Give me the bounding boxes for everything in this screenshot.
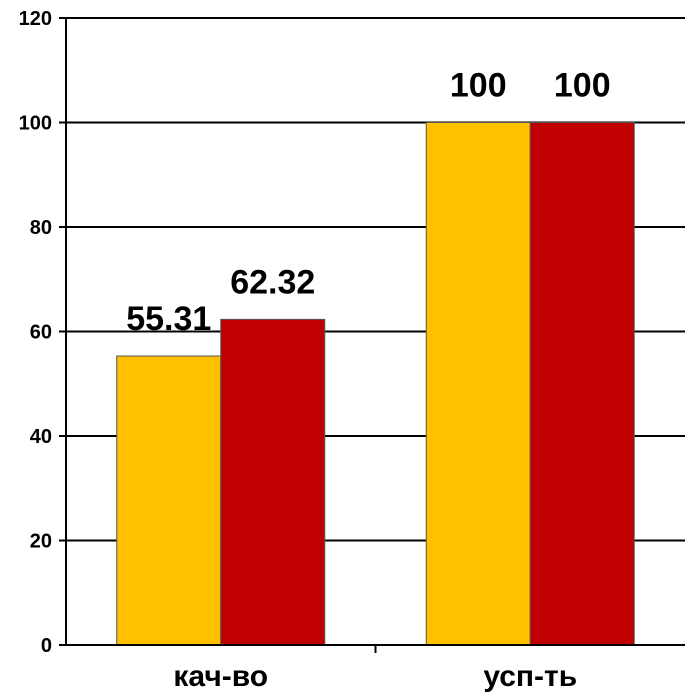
data-label: 62.32 (230, 263, 315, 301)
bar (529, 122, 635, 646)
data-labels: 55.31 62.32 100 100 (126, 67, 610, 339)
y-tick-label: 80 (30, 217, 52, 239)
bar (425, 122, 531, 646)
bar (220, 318, 326, 646)
y-tick-label: 0 (41, 635, 52, 657)
category-label: усп-ть (483, 660, 577, 693)
data-label: 100 (450, 67, 507, 105)
bar (116, 355, 222, 646)
y-tick-label: 40 (30, 426, 52, 448)
y-ticks: 0 20 40 60 80 100 120 (19, 8, 66, 657)
category-label: кач-во (173, 660, 268, 693)
data-label: 100 (554, 67, 611, 105)
y-tick-label: 100 (19, 113, 52, 135)
bars (116, 122, 635, 646)
y-tick-label: 20 (30, 531, 52, 553)
y-tick-label: 60 (30, 322, 52, 344)
y-tick-label: 120 (19, 8, 52, 30)
data-label: 55.31 (126, 300, 211, 338)
x-ticks: кач-во усп-ть (173, 645, 577, 693)
